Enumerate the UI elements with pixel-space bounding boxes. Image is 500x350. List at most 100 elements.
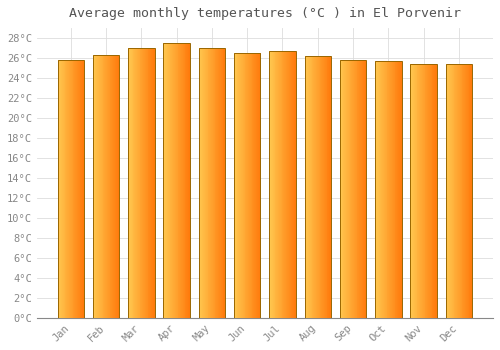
Bar: [174, 43, 175, 318]
Bar: [394, 61, 396, 318]
Bar: [446, 64, 472, 318]
Bar: [208, 48, 210, 318]
Bar: [137, 48, 138, 318]
Bar: [323, 56, 324, 318]
Bar: [459, 64, 460, 318]
Bar: [415, 64, 416, 318]
Bar: [257, 53, 258, 318]
Bar: [356, 60, 357, 318]
Bar: [176, 43, 177, 318]
Bar: [58, 60, 84, 318]
Bar: [167, 43, 168, 318]
Bar: [98, 55, 99, 318]
Bar: [310, 56, 311, 318]
Bar: [292, 51, 293, 318]
Bar: [72, 60, 74, 318]
Bar: [384, 61, 385, 318]
Bar: [252, 53, 254, 318]
Bar: [234, 53, 235, 318]
Bar: [168, 43, 170, 318]
Bar: [218, 48, 219, 318]
Bar: [306, 56, 308, 318]
Bar: [140, 48, 141, 318]
Bar: [375, 61, 402, 318]
Bar: [68, 60, 69, 318]
Bar: [214, 48, 216, 318]
Bar: [454, 64, 456, 318]
Bar: [270, 51, 295, 318]
Bar: [399, 61, 400, 318]
Bar: [420, 64, 421, 318]
Bar: [100, 55, 101, 318]
Bar: [212, 48, 213, 318]
Bar: [184, 43, 186, 318]
Bar: [62, 60, 63, 318]
Bar: [353, 60, 354, 318]
Bar: [380, 61, 382, 318]
Bar: [198, 48, 200, 318]
Bar: [220, 48, 222, 318]
Bar: [362, 60, 363, 318]
Bar: [467, 64, 468, 318]
Bar: [347, 60, 348, 318]
Bar: [310, 56, 312, 318]
Bar: [186, 43, 188, 318]
Bar: [279, 51, 280, 318]
Bar: [200, 48, 202, 318]
Bar: [429, 64, 430, 318]
Bar: [206, 48, 208, 318]
Bar: [418, 64, 420, 318]
Bar: [203, 48, 204, 318]
Bar: [135, 48, 136, 318]
Bar: [464, 64, 466, 318]
Bar: [116, 55, 117, 318]
Bar: [389, 61, 390, 318]
Bar: [247, 53, 248, 318]
Bar: [304, 56, 306, 318]
Bar: [93, 55, 94, 318]
Bar: [151, 48, 152, 318]
Bar: [131, 48, 132, 318]
Bar: [361, 60, 362, 318]
Bar: [286, 51, 287, 318]
Bar: [75, 60, 76, 318]
Bar: [340, 60, 366, 318]
Bar: [426, 64, 428, 318]
Bar: [258, 53, 260, 318]
Bar: [282, 51, 284, 318]
Bar: [452, 64, 453, 318]
Bar: [94, 55, 96, 318]
Bar: [224, 48, 226, 318]
Bar: [222, 48, 224, 318]
Bar: [419, 64, 420, 318]
Title: Average monthly temperatures (°C ) in El Porvenir: Average monthly temperatures (°C ) in El…: [69, 7, 461, 20]
Bar: [118, 55, 120, 318]
Bar: [198, 48, 225, 318]
Bar: [307, 56, 308, 318]
Bar: [430, 64, 432, 318]
Bar: [436, 64, 437, 318]
Bar: [206, 48, 207, 318]
Bar: [285, 51, 286, 318]
Bar: [468, 64, 469, 318]
Bar: [80, 60, 82, 318]
Bar: [61, 60, 62, 318]
Bar: [175, 43, 176, 318]
Bar: [428, 64, 429, 318]
Bar: [314, 56, 316, 318]
Bar: [256, 53, 257, 318]
Bar: [104, 55, 106, 318]
Bar: [183, 43, 184, 318]
Bar: [457, 64, 458, 318]
Bar: [189, 43, 190, 318]
Bar: [391, 61, 392, 318]
Bar: [213, 48, 214, 318]
Bar: [154, 48, 155, 318]
Bar: [250, 53, 252, 318]
Bar: [130, 48, 131, 318]
Bar: [145, 48, 146, 318]
Bar: [106, 55, 107, 318]
Bar: [460, 64, 462, 318]
Bar: [164, 43, 166, 318]
Bar: [398, 61, 399, 318]
